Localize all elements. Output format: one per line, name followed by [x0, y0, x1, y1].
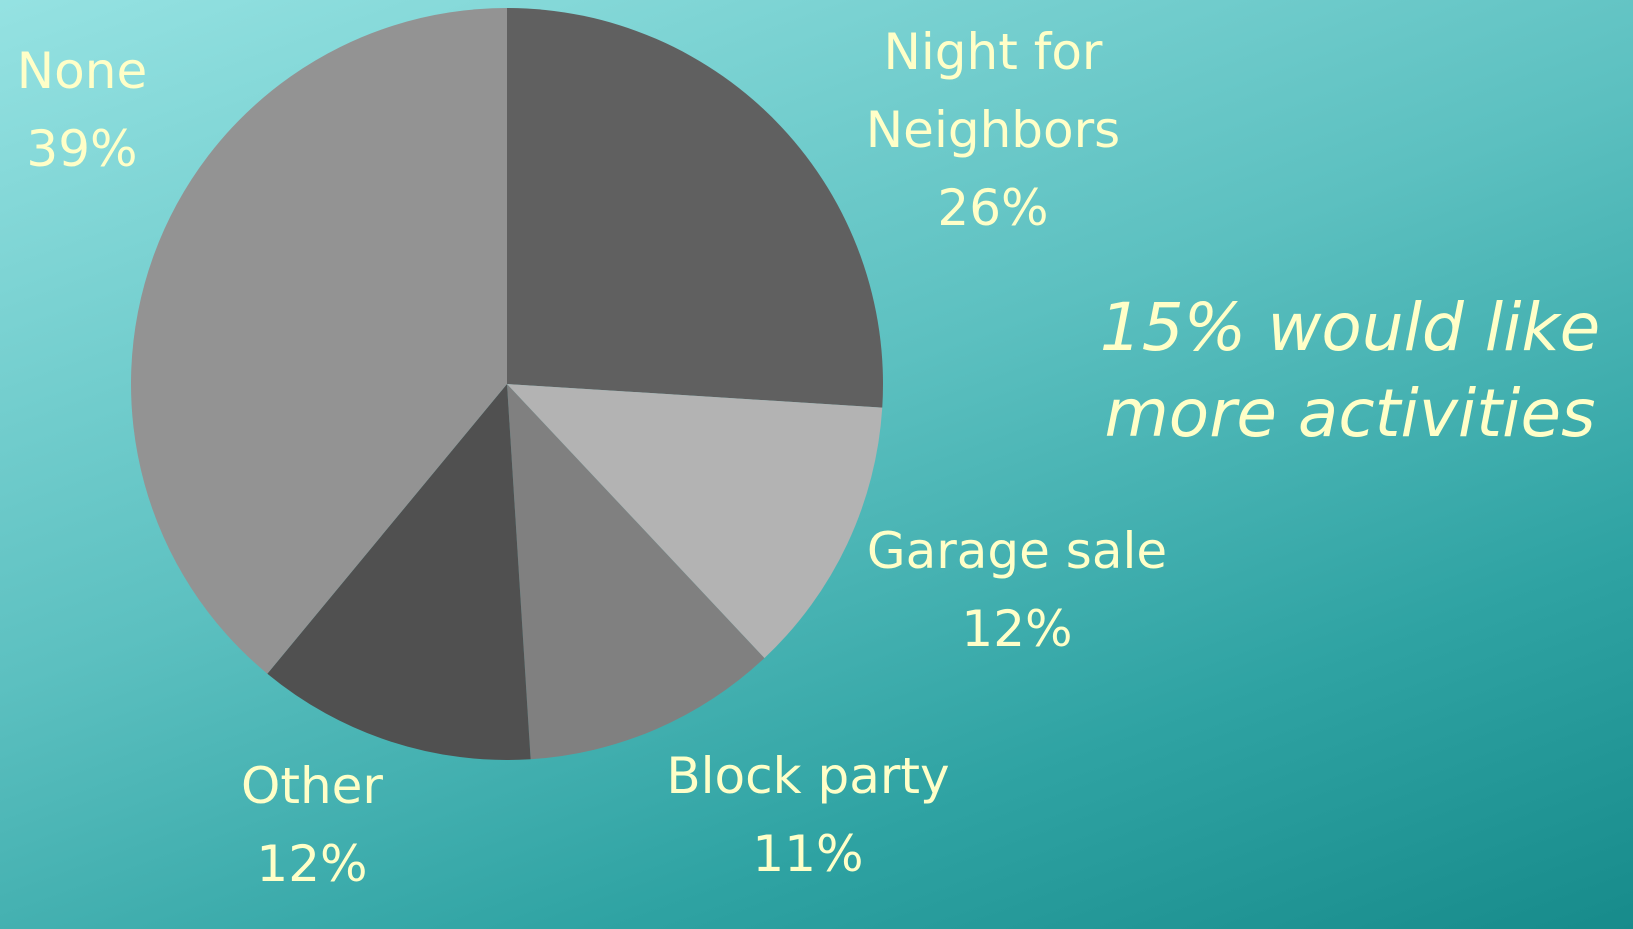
slice-label: Block party 11%	[628, 737, 988, 893]
value-label: 39%	[26, 120, 138, 178]
category: Other	[241, 757, 383, 815]
category: Night for Neighbors	[865, 23, 1121, 159]
category: Garage sale	[866, 522, 1168, 580]
annotation: 15% would like more activities	[1099, 289, 1601, 452]
slice-label: Night for Neighbors 26%	[833, 13, 1153, 247]
category: Block party	[666, 747, 950, 805]
pie-slice	[507, 384, 883, 659]
slice-label: Garage sale 12%	[837, 512, 1197, 668]
slice-label: Other 12%	[162, 747, 462, 903]
category: None	[16, 42, 148, 100]
slice-label: None 39%	[0, 32, 182, 188]
value-label: 11%	[752, 825, 864, 883]
pie-slice	[131, 8, 507, 674]
pie-slice	[267, 384, 531, 761]
pie-slice	[507, 384, 765, 760]
value-label: 26%	[937, 179, 1049, 237]
value-label: 12%	[961, 600, 1073, 658]
pie-slice	[507, 8, 883, 408]
value-label: 12%	[256, 835, 368, 893]
